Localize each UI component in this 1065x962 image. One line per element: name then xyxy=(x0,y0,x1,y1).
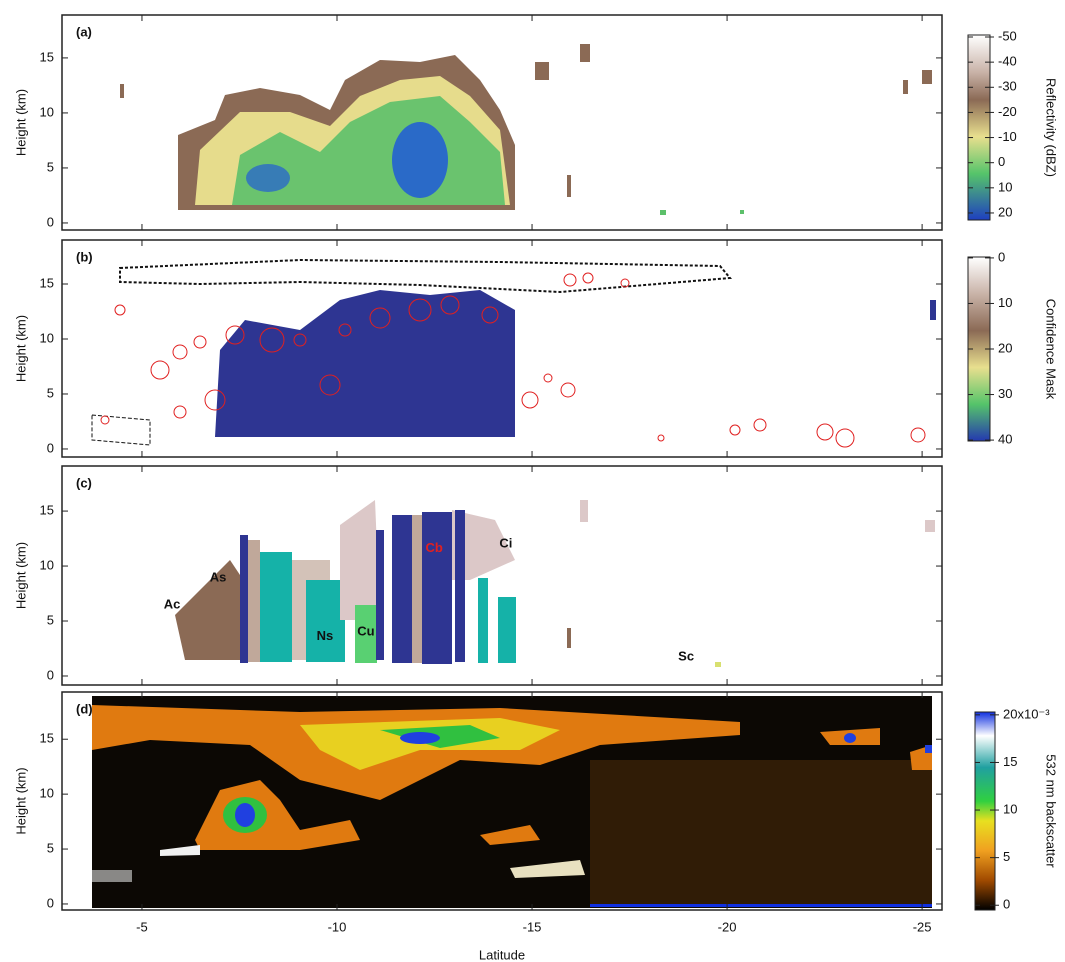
y-axis-label: Height (km) xyxy=(13,89,28,156)
colorbar-tick-label: -50 xyxy=(998,28,1017,43)
panel-frame xyxy=(61,691,943,911)
colorbar-tick-label: 20x10⁻³ xyxy=(1003,706,1050,721)
y-tick-label: 5 xyxy=(47,612,54,627)
y-tick-label: 10 xyxy=(40,557,54,572)
colorbar-tick-label: 40 xyxy=(998,432,1012,447)
panel-frame xyxy=(61,14,943,231)
colorbar-tick-label: 0 xyxy=(998,249,1005,264)
colorbar-label: 532 nm backscatter xyxy=(1044,754,1059,868)
colorbar-tick-label: 20 xyxy=(998,340,1012,355)
y-tick-label: 0 xyxy=(47,214,54,229)
panel-frame xyxy=(61,465,943,686)
panel-label: (b) xyxy=(76,249,93,264)
colorbar-tick-label: 20 xyxy=(998,204,1012,219)
backscatter-image xyxy=(92,696,932,908)
y-axis-label: Height (km) xyxy=(13,315,28,382)
y-tick-label: 15 xyxy=(40,49,54,64)
cloud-type-label: Ac xyxy=(164,597,181,612)
confidence-image xyxy=(91,258,936,448)
y-tick-label: 5 xyxy=(47,840,54,855)
y-tick-label: 15 xyxy=(40,275,54,290)
colorbar-tick-label: 10 xyxy=(998,179,1012,194)
x-tick-label: -5 xyxy=(136,919,148,934)
colorbar xyxy=(974,711,996,911)
cloud-type-label: Ns xyxy=(317,628,334,643)
cloud-type-label: As xyxy=(210,570,227,585)
colorbar-tick-label: 5 xyxy=(1003,849,1010,864)
x-axis-label: Latitude xyxy=(479,947,525,962)
y-tick-label: 5 xyxy=(47,159,54,174)
y-tick-label: 15 xyxy=(40,731,54,746)
y-axis-label: Height (km) xyxy=(13,767,28,834)
colorbar-tick-label: 10 xyxy=(1003,801,1017,816)
x-tick-label: -10 xyxy=(328,919,347,934)
colorbar-tick-label: 30 xyxy=(998,386,1012,401)
y-axis-label: Height (km) xyxy=(13,542,28,609)
colorbar-label: Reflectivity (dBZ) xyxy=(1044,78,1059,177)
y-tick-label: 15 xyxy=(40,503,54,518)
panel-frame xyxy=(61,239,943,458)
colorbar-tick-label: -20 xyxy=(998,104,1017,119)
y-tick-label: 0 xyxy=(47,667,54,682)
colorbar-tick-label: -30 xyxy=(998,79,1017,94)
colorbar-tick-label: 0 xyxy=(998,154,1005,169)
colorbar-tick-label: 10 xyxy=(998,295,1012,310)
y-tick-label: 10 xyxy=(40,786,54,801)
reflectivity-image xyxy=(120,44,932,215)
y-tick-label: 10 xyxy=(40,330,54,345)
x-tick-label: -15 xyxy=(523,919,542,934)
colorbar-tick-label: -10 xyxy=(998,129,1017,144)
colorbar-tick-label: 0 xyxy=(1003,897,1010,912)
colorbar-tick-label: -40 xyxy=(998,54,1017,69)
cloud-type-label: Cb xyxy=(425,540,442,555)
colorbar-tick-label: 15 xyxy=(1003,754,1017,769)
x-tick-label: -20 xyxy=(718,919,737,934)
cloud-type-label: Sc xyxy=(678,649,694,664)
panel-label: (a) xyxy=(76,24,92,39)
cloud-type-label: Cu xyxy=(357,623,374,638)
panel-label: (d) xyxy=(76,701,93,716)
y-tick-label: 5 xyxy=(47,385,54,400)
x-tick-label: -25 xyxy=(913,919,932,934)
cloud-type-label: Ci xyxy=(499,535,512,550)
panel-label: (c) xyxy=(76,475,92,490)
cloud-type-image xyxy=(175,500,935,667)
y-tick-label: 0 xyxy=(47,440,54,455)
colorbar-label: Confidence Mask xyxy=(1044,299,1059,400)
y-tick-label: 10 xyxy=(40,104,54,119)
colorbar xyxy=(967,34,991,221)
y-tick-label: 0 xyxy=(47,895,54,910)
